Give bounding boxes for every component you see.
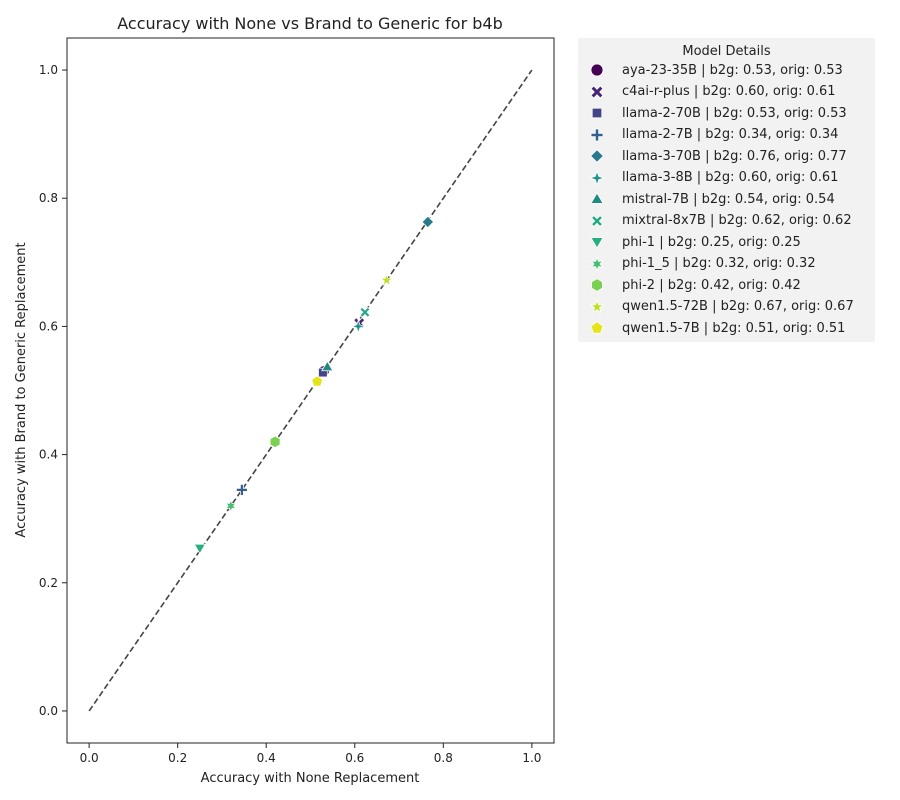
legend-marker-shape	[591, 278, 603, 292]
legend-marker-shape	[590, 149, 604, 163]
y-tick-label: 0.4	[39, 448, 58, 462]
data-point-12	[311, 375, 324, 387]
legend-label: phi-2 | b2g: 0.42, orig: 0.42	[622, 277, 801, 293]
data-point-2	[318, 367, 328, 378]
legend-marker-icon	[590, 149, 604, 163]
legend-label: qwen1.5-7B | b2g: 0.51, orig: 0.51	[622, 320, 846, 336]
legend-marker-icon	[590, 84, 604, 99]
legend-marker-icon	[591, 214, 603, 227]
legend-label: llama-3-8B | b2g: 0.60, orig: 0.61	[622, 170, 839, 185]
legend-marker-icon	[590, 321, 604, 334]
data-point-3	[235, 483, 248, 496]
data-point-5	[350, 318, 366, 335]
legend-label: mixtral-8x7B | b2g: 0.62, orig: 0.62	[622, 213, 852, 228]
legend-item: c4ai-r-plus | b2g: 0.60, orig: 0.61	[586, 82, 836, 102]
data-point-9	[224, 499, 237, 513]
legend-marker-shape	[590, 63, 604, 77]
legend-marker-shape	[590, 321, 604, 334]
legend-label: aya-23-35B | b2g: 0.53, orig: 0.53	[622, 62, 843, 78]
legend-marker-shape	[590, 84, 604, 99]
data-point-11	[379, 273, 394, 287]
legend-label: qwen1.5-72B | b2g: 0.67, orig: 0.67	[622, 299, 854, 314]
legend-item: mixtral-8x7B | b2g: 0.62, orig: 0.62	[586, 211, 852, 231]
legend-label: llama-2-70B | b2g: 0.53, orig: 0.53	[622, 105, 847, 121]
data-point-4	[421, 215, 435, 229]
legend-item: qwen1.5-7B | b2g: 0.51, orig: 0.51	[586, 318, 845, 338]
x-tick-label: 0.6	[345, 751, 364, 765]
x-tick-label: 0.8	[434, 751, 453, 765]
x-tick-label: 0.4	[257, 751, 276, 765]
y-tick-label: 0.0	[39, 704, 58, 718]
data-point-6	[321, 360, 334, 372]
legend-marker-icon	[590, 237, 604, 249]
legend-label: c4ai-r-plus | b2g: 0.60, orig: 0.61	[622, 84, 836, 99]
legend-marker-icon	[590, 192, 604, 204]
legend-item: phi-1_5 | b2g: 0.32, orig: 0.32	[586, 254, 816, 274]
legend-item: llama-2-7B | b2g: 0.34, orig: 0.34	[586, 125, 838, 145]
legend-label: llama-3-70B | b2g: 0.76, orig: 0.77	[622, 148, 847, 164]
x-tick-label: 1.0	[522, 751, 541, 765]
x-tick-label: 0.0	[80, 751, 99, 765]
legend-marker-icon	[588, 169, 606, 186]
x-axis-label: Accuracy with None Replacement	[201, 771, 420, 786]
legend-item: phi-2 | b2g: 0.42, orig: 0.42	[586, 275, 801, 295]
legend-item: qwen1.5-72B | b2g: 0.67, orig: 0.67	[586, 297, 854, 317]
legend: Model Details aya-23-35B | b2g: 0.53, or…	[578, 38, 875, 342]
legend-marker-icon	[591, 107, 603, 119]
legend-marker-shape	[591, 107, 603, 119]
legend-item: llama-2-70B | b2g: 0.53, orig: 0.53	[586, 103, 847, 123]
legend-marker-icon	[590, 256, 604, 271]
legend-marker-shape	[588, 169, 606, 186]
data-point-8	[193, 543, 206, 555]
legend-marker-shape	[591, 214, 603, 227]
legend-label: mistral-7B | b2g: 0.54, orig: 0.54	[622, 191, 835, 207]
y-tick-label: 0.2	[39, 576, 58, 590]
data-point-7	[359, 306, 371, 318]
legend-marker-icon	[590, 128, 604, 141]
legend-marker-shape	[590, 256, 604, 271]
data-point-10	[269, 435, 281, 449]
x-tick-label: 0.2	[168, 751, 187, 765]
legend-label: phi-1 | b2g: 0.25, orig: 0.25	[622, 234, 801, 250]
legend-marker-shape	[590, 192, 604, 204]
y-tick-label: 0.6	[39, 319, 58, 333]
legend-marker-icon	[590, 63, 604, 77]
legend-item: phi-1 | b2g: 0.25, orig: 0.25	[586, 232, 801, 252]
y-tick-label: 1.0	[39, 63, 58, 77]
legend-title: Model Details	[682, 44, 771, 59]
y-tick-label: 0.8	[39, 191, 58, 205]
y-axis-label: Accuracy with Brand to Generic Replaceme…	[14, 242, 29, 537]
legend-marker-shape	[590, 128, 604, 141]
diagonal-reference-line	[88, 69, 533, 712]
legend-item: llama-3-70B | b2g: 0.76, orig: 0.77	[586, 146, 847, 166]
legend-marker-shape	[589, 298, 605, 313]
legend-label: phi-1_5 | b2g: 0.32, orig: 0.32	[622, 256, 816, 271]
legend-item: llama-3-8B | b2g: 0.60, orig: 0.61	[586, 168, 838, 188]
legend-marker-icon	[589, 298, 605, 313]
legend-item: mistral-7B | b2g: 0.54, orig: 0.54	[586, 189, 835, 209]
legend-marker-icon	[591, 278, 603, 292]
legend-label: llama-2-7B | b2g: 0.34, orig: 0.34	[622, 127, 839, 142]
legend-marker-shape	[590, 237, 604, 249]
legend-item: aya-23-35B | b2g: 0.53, orig: 0.53	[586, 60, 843, 80]
chart-title: Accuracy with None vs Brand to Generic f…	[117, 14, 502, 33]
